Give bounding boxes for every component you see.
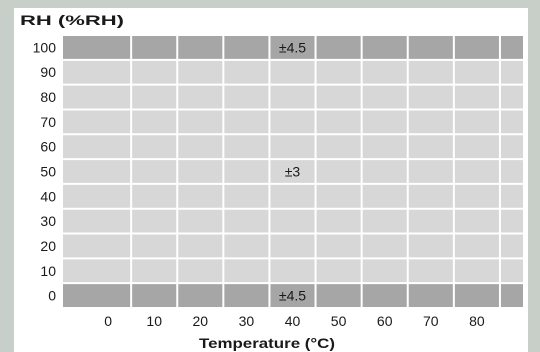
- grid-layer: [61, 34, 523, 309]
- zone-label-2: ±4.5: [279, 288, 306, 304]
- x-tick-label-40: 40: [285, 313, 301, 329]
- y-tick-label-70: 70: [40, 114, 56, 130]
- y-tick-label-20: 20: [40, 238, 56, 254]
- chart-panel: RH (%RH) ±4.5 ±3 ±4.5 0 10 20 30 40 50 60 70 80 90 1…: [14, 8, 528, 352]
- x-tick-labels: 0 10 20 30 40 50 60 70 80: [104, 313, 485, 329]
- y-tick-labels: 0 10 20 30 40 50 60 70 80 90 100: [33, 39, 57, 303]
- x-tick-label-20: 20: [193, 313, 209, 329]
- y-tick-label-60: 60: [40, 139, 56, 155]
- accuracy-zone-1: [62, 59, 523, 284]
- x-tick-label-30: 30: [239, 313, 255, 329]
- x-tick-label-60: 60: [377, 313, 393, 329]
- zones-layer: [62, 35, 523, 308]
- x-tick-label-70: 70: [423, 313, 439, 329]
- accuracy-zone-2: [62, 283, 523, 308]
- y-tick-label-0: 0: [48, 288, 56, 304]
- y-tick-label-10: 10: [40, 263, 56, 279]
- zone-label-0: ±4.5: [279, 39, 306, 55]
- x-axis-title: Temperature (°C): [199, 335, 335, 351]
- x-tick-label-10: 10: [146, 313, 162, 329]
- zone-label-1: ±3: [285, 164, 301, 180]
- y-tick-label-100: 100: [33, 39, 57, 55]
- accuracy-zone-0: [62, 35, 523, 60]
- y-axis-title: RH (%RH): [20, 12, 124, 28]
- y-tick-label-80: 80: [40, 89, 56, 105]
- zone-label-layer: ±4.5 ±3 ±4.5: [279, 39, 306, 303]
- rh-accuracy-chart: RH (%RH) ±4.5 ±3 ±4.5 0 10 20 30 40 50 60 70 80 90 1…: [20, 12, 523, 351]
- x-tick-label-80: 80: [469, 313, 485, 329]
- y-tick-label-90: 90: [40, 64, 56, 80]
- y-tick-label-50: 50: [40, 164, 56, 180]
- x-tick-label-50: 50: [331, 313, 347, 329]
- y-tick-label-30: 30: [40, 213, 56, 229]
- y-tick-label-40: 40: [40, 188, 56, 204]
- x-tick-label-0: 0: [104, 313, 112, 329]
